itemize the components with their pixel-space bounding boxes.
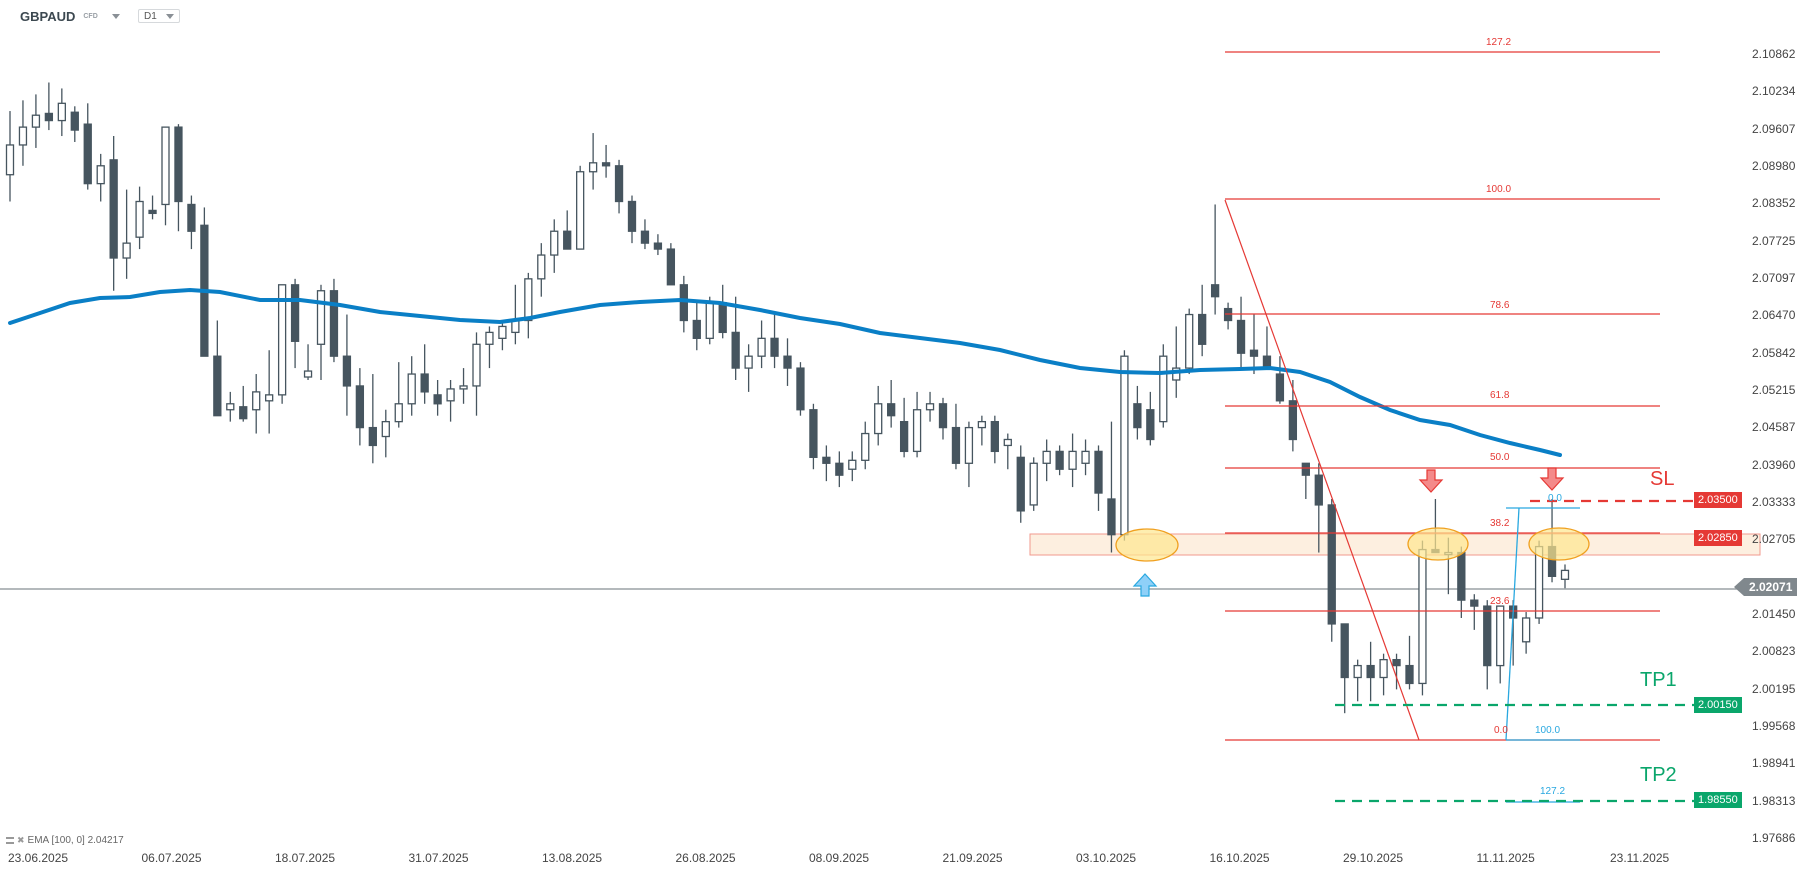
- tp1-label: TP1: [1640, 669, 1677, 691]
- highlight-ellipse: [1115, 528, 1179, 562]
- date-tick: 08.09.2025: [809, 851, 870, 865]
- arrow-down-icon: [1539, 467, 1565, 491]
- date-tick: 23.11.2025: [1610, 851, 1670, 865]
- price-tick: 2.08352: [1752, 196, 1796, 211]
- tp2-price-tag: 1.98550: [1694, 792, 1742, 808]
- arrow-up-icon: [1132, 573, 1158, 597]
- price-tick: 2.04587: [1752, 420, 1796, 435]
- sl-price-tag: 2.03500: [1694, 492, 1742, 508]
- price-tick: 2.00195: [1752, 681, 1796, 696]
- highlight-ellipse: [1528, 527, 1590, 561]
- indicator-legend: ✖ EMA [100, 0] 2.04217: [6, 835, 124, 846]
- price-tick: 2.05215: [1752, 382, 1796, 397]
- fibonacci-retracement: [1225, 51, 1660, 741]
- date-tick: 23.06.2025: [8, 851, 69, 865]
- price-tick: 2.07097: [1752, 271, 1796, 286]
- timeframe-value: D1: [144, 10, 157, 22]
- symbol-selector[interactable]: GBPAUD CFD: [20, 9, 120, 24]
- date-tick: 11.11.2025: [1476, 851, 1535, 865]
- fib-label: 23.6: [1490, 596, 1510, 607]
- ema-legend-text: EMA [100, 0] 2.04217: [27, 835, 124, 846]
- date-tick: 13.08.2025: [542, 851, 603, 865]
- ema-line: [8, 287, 1562, 457]
- tp1-price-tag: 2.00150: [1694, 697, 1742, 713]
- chevron-down-icon[interactable]: [111, 14, 120, 19]
- price-tick: 2.02705: [1752, 532, 1796, 547]
- fib-label: 61.8: [1490, 390, 1510, 401]
- date-tick: 06.07.2025: [141, 851, 202, 865]
- price-tick: 2.01450: [1752, 607, 1796, 621]
- date-tick: 29.10.2025: [1343, 851, 1404, 865]
- fib-label: 127.2: [1486, 37, 1512, 48]
- date-tick: 16.10.2025: [1209, 851, 1270, 865]
- fib-small-label: 100.0: [1535, 725, 1561, 736]
- instrument-type: CFD: [83, 13, 98, 20]
- price-tick: 2.03960: [1752, 457, 1796, 472]
- fib-label: 78.6: [1490, 300, 1510, 311]
- highlight-ellipse: [1407, 527, 1469, 561]
- fib-extension-small: [1505, 507, 1580, 803]
- price-tick: 2.07725: [1752, 233, 1796, 248]
- close-icon[interactable]: ✖: [17, 835, 25, 845]
- date-tick: 18.07.2025: [275, 851, 336, 865]
- sl-label: SL: [1650, 468, 1675, 490]
- tp2-label: TP2: [1640, 764, 1677, 786]
- settings-icon[interactable]: [6, 837, 14, 844]
- chevron-down-icon: [166, 13, 174, 19]
- candlesticks: [5, 82, 1570, 714]
- price-tick: 1.98941: [1752, 756, 1796, 771]
- fib-label: 100.0: [1486, 184, 1512, 195]
- fib-small-label: 127.2: [1540, 786, 1566, 797]
- price-tick: 2.09607: [1752, 121, 1796, 136]
- timeframe-select[interactable]: D1: [138, 9, 180, 23]
- price-tick: 1.98313: [1752, 793, 1796, 808]
- arrow-down-icon: [1418, 469, 1444, 493]
- symbol-name: GBPAUD: [20, 9, 76, 24]
- price-tick: 2.10234: [1752, 84, 1796, 99]
- date-tick: 26.08.2025: [675, 851, 736, 865]
- current-price-tag: 2.02071: [1733, 578, 1798, 596]
- price-tick: 2.10862: [1752, 47, 1796, 61]
- zone-price-tag: 2.02850: [1694, 530, 1742, 546]
- fib-small-label: 0.0: [1548, 493, 1562, 504]
- fib-label: 38.2: [1490, 518, 1510, 529]
- date-tick: 31.07.2025: [408, 851, 469, 865]
- fib-trend-line: [1224, 199, 1420, 741]
- fib-label: 50.0: [1490, 452, 1510, 463]
- date-tick: 03.10.2025: [1076, 851, 1137, 865]
- price-tick: 1.99568: [1752, 718, 1796, 733]
- price-tick: 2.03333: [1752, 494, 1796, 509]
- price-tick: 2.05842: [1752, 345, 1796, 360]
- price-tick: 1.97686: [1752, 830, 1796, 845]
- price-tick: 2.06470: [1752, 308, 1796, 323]
- date-tick: 21.09.2025: [942, 851, 1003, 865]
- price-tick: 2.00823: [1752, 644, 1796, 659]
- fib-label: 0.0: [1494, 725, 1508, 736]
- price-tick: 2.08980: [1752, 158, 1796, 173]
